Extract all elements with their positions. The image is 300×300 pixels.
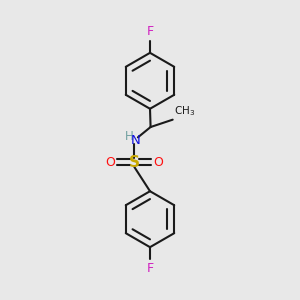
- Text: F: F: [146, 25, 154, 38]
- Text: S: S: [129, 155, 140, 170]
- Text: N: N: [131, 134, 141, 147]
- Text: O: O: [153, 156, 163, 169]
- Text: O: O: [106, 156, 116, 169]
- Text: CH$_3$: CH$_3$: [174, 104, 195, 118]
- Text: F: F: [146, 262, 154, 275]
- Text: H: H: [125, 130, 134, 143]
